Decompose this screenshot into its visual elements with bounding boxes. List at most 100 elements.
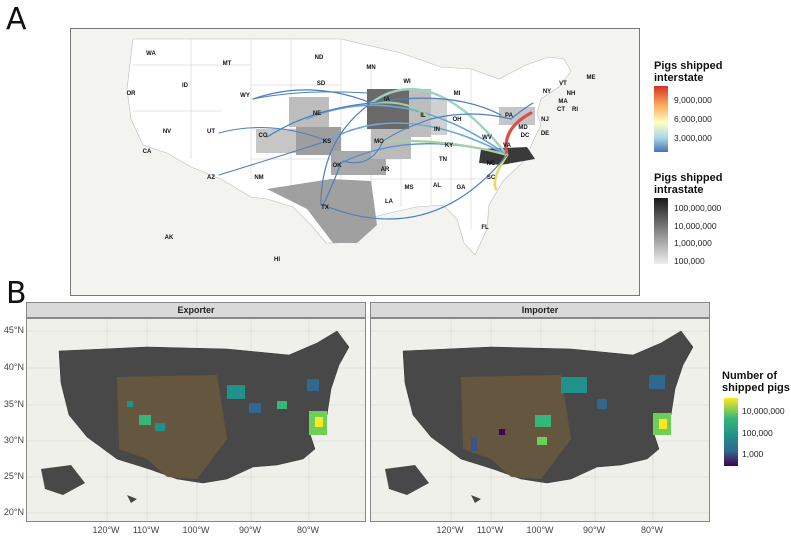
state-label-vt: VT bbox=[559, 81, 567, 87]
state-label-me: ME bbox=[587, 75, 596, 81]
state-label-la: LA bbox=[385, 199, 394, 205]
y-tick-25: 25°N bbox=[3, 471, 24, 481]
state-label-tn: TN bbox=[439, 157, 447, 163]
state-label-nd: ND bbox=[315, 55, 324, 61]
state-label-ar: AR bbox=[381, 167, 390, 173]
flow-ia-tx bbox=[320, 102, 372, 206]
legend-interstate-tick-2: 6,000,000 bbox=[674, 114, 712, 124]
state-fill-mo bbox=[371, 129, 411, 159]
state-label-nh: NH bbox=[567, 91, 576, 97]
state-label-nj: NJ bbox=[541, 117, 549, 123]
x-tick-importer-100: 100°W bbox=[526, 525, 554, 535]
state-label-ma: MA bbox=[558, 99, 568, 105]
state-label-ny: NY bbox=[543, 89, 551, 95]
state-label-ia: IA bbox=[384, 97, 391, 103]
state-label-il: IL bbox=[420, 113, 426, 119]
state-fill-ks bbox=[296, 127, 341, 155]
flow-in-mo bbox=[382, 118, 432, 142]
flow-nc-ia bbox=[369, 88, 509, 157]
state-label-dc: DC bbox=[521, 133, 530, 139]
x-tick-importer-120: 120°W bbox=[436, 525, 464, 535]
state-label-ms: MS bbox=[405, 185, 414, 191]
state-label-co: CO bbox=[259, 133, 268, 139]
legend-intrastate-tick-4: 100,000 bbox=[674, 256, 705, 266]
state-fill-tx bbox=[267, 179, 377, 243]
y-tick-40: 40°N bbox=[3, 362, 24, 372]
y-tick-35: 35°N bbox=[3, 399, 24, 409]
flow-wy-mn bbox=[252, 91, 368, 100]
state-label-sd: SD bbox=[317, 81, 326, 87]
y-tick-30: 30°N bbox=[3, 435, 24, 445]
state-label-ak: AK bbox=[165, 235, 174, 241]
flow-nc-pa bbox=[504, 111, 533, 157]
x-tick-exporter-80: 80°W bbox=[296, 525, 320, 535]
x-tick-exporter-110: 110°W bbox=[132, 525, 160, 535]
state-label-md: MD bbox=[518, 125, 528, 131]
flow-ia-pa bbox=[370, 97, 502, 116]
state-label-nm: NM bbox=[254, 175, 263, 181]
flow-nc-tx bbox=[322, 154, 508, 220]
state-label-wy: WY bbox=[240, 93, 250, 99]
x-tick-importer-80: 80°W bbox=[640, 525, 664, 535]
importer-alaska-hawaii bbox=[385, 465, 481, 503]
x-tick-exporter-120: 120°W bbox=[92, 525, 120, 535]
state-label-or: OR bbox=[127, 91, 137, 97]
x-tick-exporter-90: 90°W bbox=[238, 525, 262, 535]
legend-shipped-tick-2: 100,000 bbox=[742, 428, 773, 438]
state-label-va: VA bbox=[503, 143, 512, 149]
state-label-nc: NC bbox=[487, 161, 496, 167]
flow-ks-az bbox=[218, 140, 328, 176]
exporter-hot-cells bbox=[127, 379, 327, 435]
facet-importer bbox=[370, 318, 710, 522]
state-label-in: IN bbox=[434, 127, 440, 133]
state-label-ok: OK bbox=[333, 163, 343, 169]
flow-in-oh bbox=[430, 113, 512, 120]
state-label-ct: CT bbox=[557, 107, 565, 113]
state-label-oh: OH bbox=[453, 117, 462, 123]
state-label-ca: CA bbox=[143, 149, 152, 155]
state-label-ut: UT bbox=[207, 129, 215, 135]
legend-interstate-tick-1: 9,000,000 bbox=[674, 95, 712, 105]
state-label-ky: KY bbox=[445, 143, 453, 149]
importer-map-svg bbox=[371, 319, 709, 521]
state-label-ks: KS bbox=[323, 139, 331, 145]
state-label-de: DE bbox=[541, 131, 549, 137]
flow-ia-il bbox=[370, 101, 432, 120]
state-label-mo: MO bbox=[374, 139, 384, 145]
state-label-sc: SC bbox=[487, 175, 496, 181]
state-label-ri: RI bbox=[572, 107, 578, 113]
state-label-mt: MT bbox=[223, 61, 232, 67]
x-tick-importer-90: 90°W bbox=[582, 525, 606, 535]
y-tick-45: 45°N bbox=[3, 325, 24, 335]
exporter-map-svg bbox=[27, 319, 365, 521]
state-label-nv: NV bbox=[163, 129, 171, 135]
x-tick-exporter-100: 100°W bbox=[182, 525, 210, 535]
flow-ia-co bbox=[266, 102, 372, 138]
state-label-id: ID bbox=[182, 83, 189, 89]
flow-ia-wy bbox=[252, 89, 372, 104]
state-label-wv: WV bbox=[482, 135, 492, 141]
state-label-wi: WI bbox=[403, 79, 411, 85]
facet-strip-importer: Importer bbox=[370, 302, 710, 318]
state-label-wa: WA bbox=[146, 51, 156, 57]
flow-oh-ny bbox=[510, 102, 534, 120]
panel-label-a: A bbox=[6, 2, 27, 37]
state-label-fl: FL bbox=[481, 225, 489, 231]
facet-exporter bbox=[26, 318, 366, 522]
legend-shipped-title: Number of shipped pigs bbox=[722, 370, 790, 394]
legend-intrastate-tick-2: 10,000,000 bbox=[674, 221, 717, 231]
importer-hot-cells bbox=[471, 375, 671, 451]
us-land bbox=[126, 38, 572, 256]
legend-interstate-tick-3: 3,000,000 bbox=[674, 133, 712, 143]
state-label-ga: GA bbox=[457, 185, 467, 191]
flow-nc-ne bbox=[306, 104, 508, 156]
flow-ks-ut bbox=[218, 127, 328, 142]
legend-shipped-tick-3: 1,000 bbox=[742, 449, 764, 459]
exporter-brown-region bbox=[117, 375, 227, 479]
exporter-alaska-hawaii bbox=[41, 465, 137, 503]
state-label-ne: NE bbox=[313, 111, 321, 117]
legend-interstate-title: Pigs shipped interstate bbox=[654, 60, 723, 84]
state-label-hi: HI bbox=[274, 257, 280, 263]
